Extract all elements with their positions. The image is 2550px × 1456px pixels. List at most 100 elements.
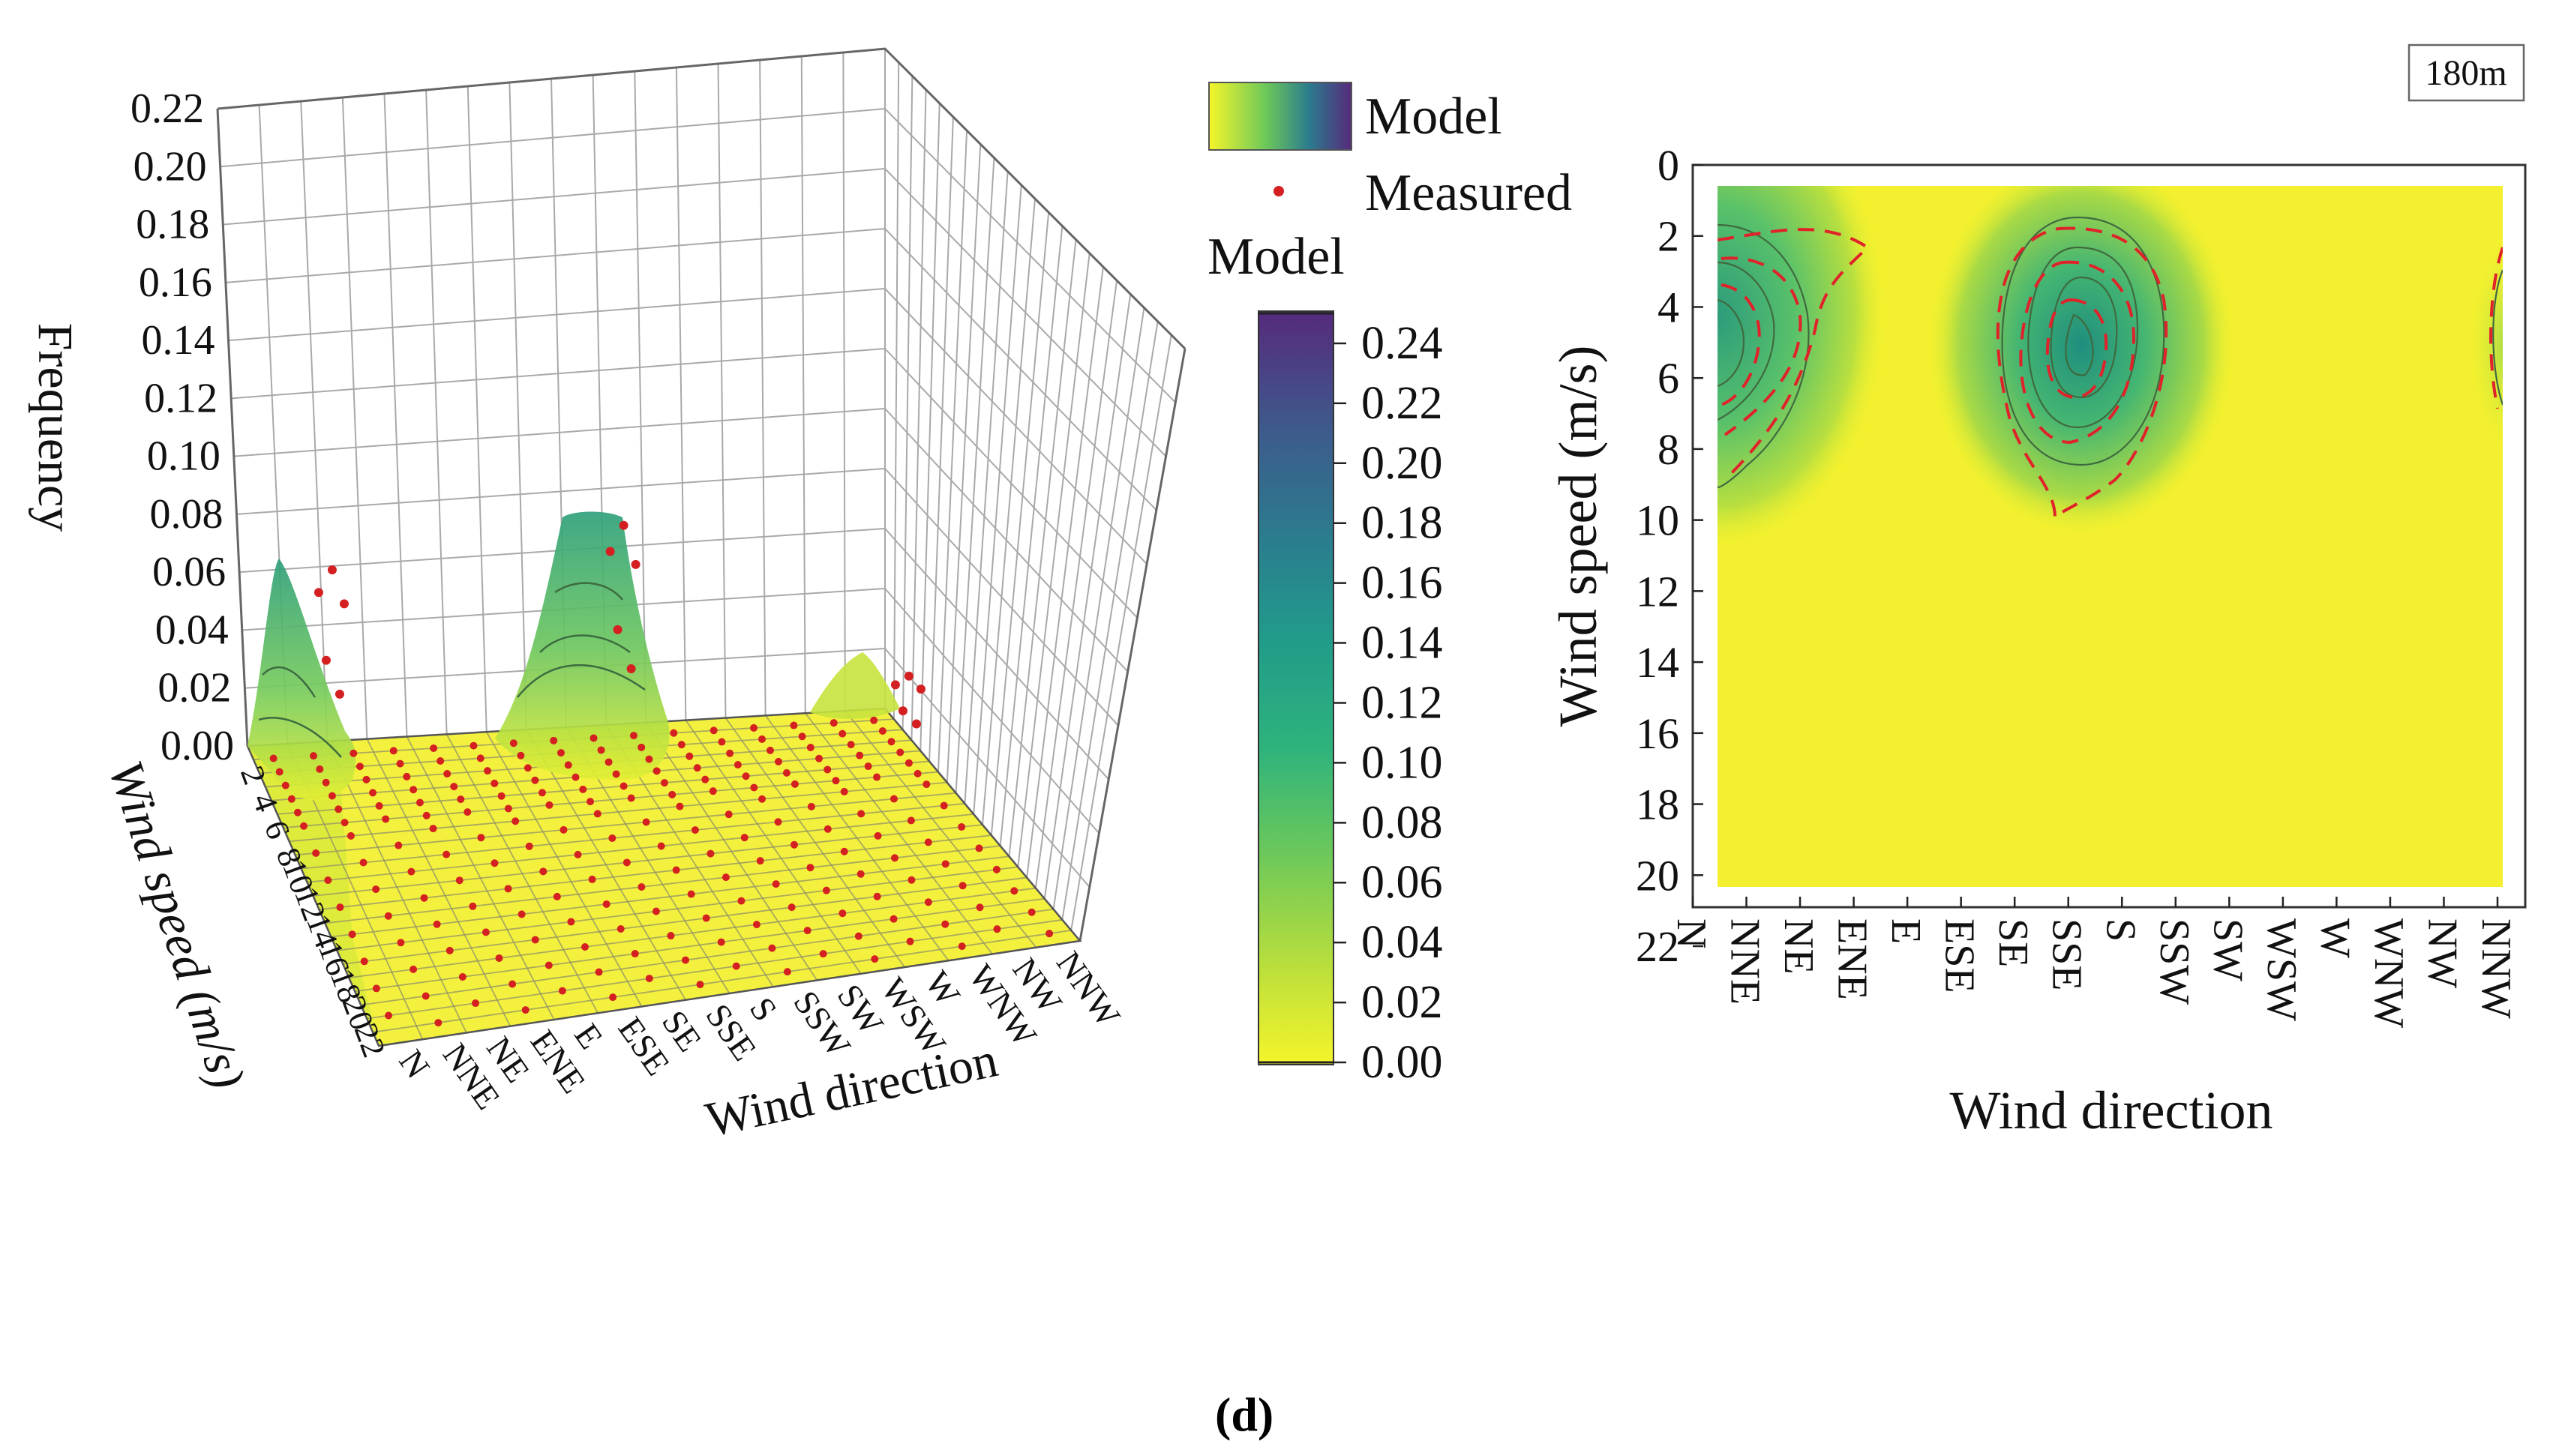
frequency-tick: 0.20 (134, 143, 207, 190)
measured-point (742, 772, 750, 780)
colorbar-tick-label: 0.18 (1361, 498, 1443, 549)
peak-nne-contours (258, 666, 342, 758)
floor-grid-speed-line (313, 824, 983, 897)
measured-point (710, 727, 718, 735)
measured-point (941, 920, 950, 928)
frequency-tick: 0.06 (152, 549, 226, 595)
measured-point (504, 804, 512, 813)
back-wall-vline (634, 70, 647, 723)
floor-grid-speed-line (337, 866, 1018, 951)
measured-point (385, 1011, 393, 1020)
measured-point (737, 897, 746, 905)
contour-x-tick-label: W (2312, 918, 2358, 958)
measured-point (324, 876, 332, 884)
measured-point (806, 864, 814, 872)
floor-grid-speed-line (325, 845, 1000, 924)
height-tag: 180m (2408, 43, 2525, 102)
side-wall-vline (1008, 239, 1077, 857)
measured-point (580, 942, 589, 951)
measured-contour-nne (1718, 228, 1870, 481)
floor-grid-speed-line (372, 930, 1072, 1033)
measured-point (874, 831, 882, 840)
contour-x-tick-label: NE (1775, 918, 1822, 975)
measured-point (807, 802, 815, 810)
measured-point (509, 739, 518, 747)
measured-point (790, 840, 798, 849)
contour-x-ticks: N NNE NE ENE E ESE SE SSE S SSW SW WSW W WNW NW NNW (1668, 897, 2519, 1028)
measured-point (838, 909, 847, 918)
measured-peak-point (334, 689, 344, 699)
measured-point (1010, 887, 1018, 895)
measured-point (436, 757, 445, 765)
measured-point (832, 777, 840, 785)
measured-legend-label: Measured (1365, 164, 1572, 222)
measured-point (890, 854, 898, 862)
measured-point (774, 818, 782, 826)
measured-point (803, 927, 812, 935)
measured-point (806, 744, 814, 752)
measured-point (638, 882, 646, 891)
panel-label: (d) (1215, 1388, 1274, 1441)
measured-contour-s (1996, 226, 2168, 521)
measured-point (838, 729, 847, 738)
measured-point (958, 822, 966, 831)
measured-point (450, 783, 458, 791)
measured-point (798, 732, 806, 741)
contour-y-tick-label: 16 (1636, 709, 1679, 758)
measured-point (622, 858, 631, 867)
measured-point (722, 873, 730, 882)
frame-top-edge (217, 47, 1186, 350)
peak-nnw (810, 652, 900, 720)
side-wall-vline (964, 171, 1009, 804)
measured-point (512, 817, 520, 825)
contour-x-tick-label: WSW (2258, 918, 2305, 1021)
measured-point (556, 749, 565, 757)
side-wall-vline (937, 130, 968, 772)
measured-point (336, 903, 344, 912)
measured-point (539, 867, 548, 876)
measured-point (896, 748, 904, 756)
floor-grid-speed-line (355, 897, 1045, 993)
measured-point (750, 724, 758, 732)
contour-y-tick-label: 8 (1658, 425, 1679, 474)
measured-point (906, 937, 914, 945)
measured-point (359, 858, 368, 867)
measured-point (830, 719, 838, 727)
contour-y-tick-label: 20 (1636, 851, 1679, 900)
frame-left-edge (216, 108, 249, 747)
measured-point (369, 789, 377, 797)
measured-point (612, 770, 620, 778)
measured-point (497, 792, 506, 800)
measured-point (726, 749, 734, 757)
measured-point (389, 747, 398, 755)
measured-point (873, 892, 881, 900)
measured-point (732, 962, 740, 970)
measured-point (334, 805, 343, 813)
contour-y-tick-label: 14 (1636, 638, 1679, 687)
measured-point (384, 912, 392, 920)
measured-point (864, 762, 872, 771)
measured-point (1028, 908, 1036, 916)
measured-point (560, 825, 568, 834)
contour-x-tick-label: SSE (2044, 918, 2090, 991)
contour-x-tick-label: S (2097, 918, 2144, 942)
side-wall-vline (892, 62, 900, 720)
measured-point (847, 741, 855, 749)
floor-grid-speed-line (366, 918, 1063, 1020)
contour-x-tick-label: ESE (1936, 918, 1983, 993)
measured-point (686, 752, 694, 760)
measured-point (531, 776, 539, 784)
measured-point (645, 755, 653, 763)
measured-point (422, 811, 430, 819)
measured-point (312, 849, 320, 857)
contour-y-tick-label: 18 (1636, 780, 1679, 829)
contour-x-tick-label: NW (2419, 918, 2465, 988)
contour-y-tick-label: 12 (1636, 567, 1679, 616)
measured-point (397, 939, 405, 947)
3d-grid-walls (216, 47, 1186, 942)
side-wall-vline (973, 184, 1022, 814)
measured-point (638, 743, 646, 751)
measured-point (469, 902, 477, 910)
measured-point (572, 773, 580, 781)
